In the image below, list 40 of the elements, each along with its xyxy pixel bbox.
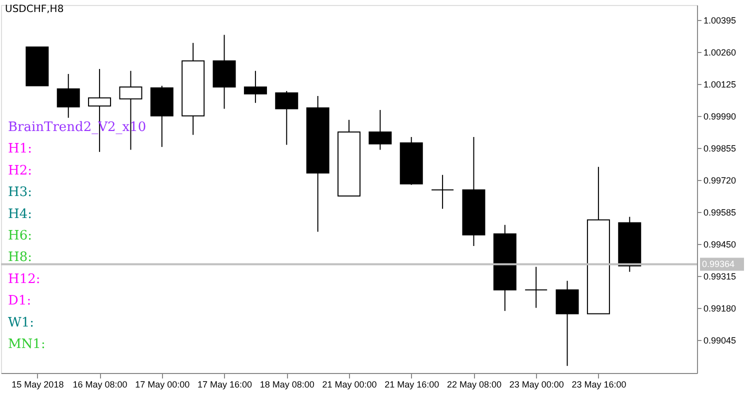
x-tick-label: 17 May 16:00 bbox=[198, 380, 252, 390]
x-tick-label: 22 May 08:00 bbox=[446, 380, 502, 390]
x-tick-label: 17 May 00:00 bbox=[135, 380, 190, 390]
annotation: H2: bbox=[8, 163, 32, 178]
y-tick-label: 1.00125 bbox=[704, 79, 736, 90]
chart-title: USDCHF,H8 bbox=[5, 4, 64, 15]
annotation: H6: bbox=[8, 228, 32, 244]
x-tick-label: 21 May 00:00 bbox=[322, 380, 377, 390]
y-tick-label: 1.00260 bbox=[704, 47, 736, 58]
annotation: H12: bbox=[8, 272, 40, 287]
ref-line-label: 0.99364 bbox=[702, 259, 735, 270]
y-tick-label: 0.99450 bbox=[704, 239, 736, 250]
annotation: H3: bbox=[8, 185, 32, 200]
x-tick-label: 21 May 16:00 bbox=[384, 380, 440, 390]
y-tick-label: 1.00395 bbox=[704, 15, 736, 26]
x-tick-label: 23 May 00:00 bbox=[509, 380, 564, 390]
annotation: H8: bbox=[8, 250, 32, 266]
annotation: H4: bbox=[8, 206, 32, 222]
annotation: D1: bbox=[8, 294, 32, 309]
y-tick-label: 0.99720 bbox=[704, 175, 736, 186]
y-tick-label: 0.99045 bbox=[704, 335, 736, 346]
candlestick bbox=[56, 73, 80, 118]
x-tick-label: 16 May 08:00 bbox=[72, 380, 128, 390]
annotation: MN1: bbox=[8, 337, 46, 352]
candlestick bbox=[368, 109, 392, 150]
candlestick bbox=[244, 70, 267, 104]
x-tick-label: 18 May 08:00 bbox=[260, 380, 314, 390]
candlestick bbox=[275, 90, 298, 146]
candlestick bbox=[556, 280, 579, 366]
x-tick-label: 15 May 2018 bbox=[12, 380, 64, 390]
y-tick-label: 0.99180 bbox=[704, 303, 736, 314]
y-tick-label: 0.99990 bbox=[704, 111, 736, 122]
y-tick-label: 0.99315 bbox=[704, 271, 736, 282]
y-tick-label: 0.99855 bbox=[704, 143, 736, 154]
annotation: H1: bbox=[8, 142, 32, 157]
x-tick-label: 23 May 16:00 bbox=[572, 380, 626, 390]
y-tick-label: 0.99585 bbox=[704, 207, 736, 218]
annotation: W1: bbox=[8, 315, 34, 330]
candlestick bbox=[524, 266, 548, 308]
candlestick bbox=[431, 174, 454, 210]
